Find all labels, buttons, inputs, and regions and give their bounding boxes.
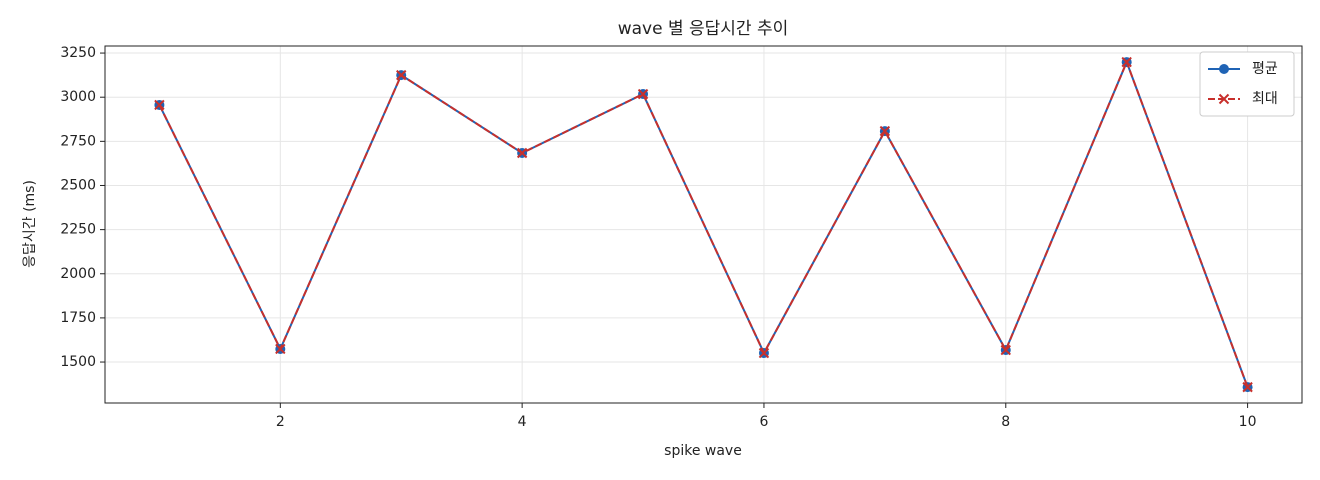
y-tick-label: 2000 [60,266,96,282]
point-marker [1218,93,1230,105]
legend-label: 평균 [1252,61,1278,77]
point-marker [1121,56,1132,68]
y-tick-label: 2750 [60,133,96,149]
y-tick-label: 3000 [60,89,96,105]
point-marker [396,69,407,81]
point-marker [516,147,528,159]
legend-label: 최대 [1252,91,1278,107]
point-marker [758,347,770,359]
point-marker [1242,381,1253,393]
chart-title: wave 별 응답시간 추이 [618,19,789,39]
x-tick-label: 6 [759,414,768,430]
x-tick-label: 10 [1239,414,1257,430]
y-tick-label: 3250 [60,45,96,61]
y-tick-label: 2250 [60,222,96,238]
point-marker [154,99,165,111]
point-marker [879,125,891,137]
y-tick-label: 1500 [60,354,96,370]
point-marker [1000,344,1011,356]
series-line [158,59,1249,388]
point-marker [1219,64,1229,74]
x-tick-label: 8 [1001,414,1010,430]
x-tick-label: 4 [518,414,527,430]
y-tick-label: 2500 [60,177,96,193]
point-marker [637,88,649,100]
plot-frame [104,45,1303,404]
y-axis-label: 응답시간 (ms) [22,180,38,268]
x-tick-label: 2 [276,414,285,430]
x-axis-label: spike wave [664,443,742,459]
y-tick-label: 1750 [60,310,96,326]
legend-frame [1199,51,1295,117]
point-marker [275,343,286,355]
